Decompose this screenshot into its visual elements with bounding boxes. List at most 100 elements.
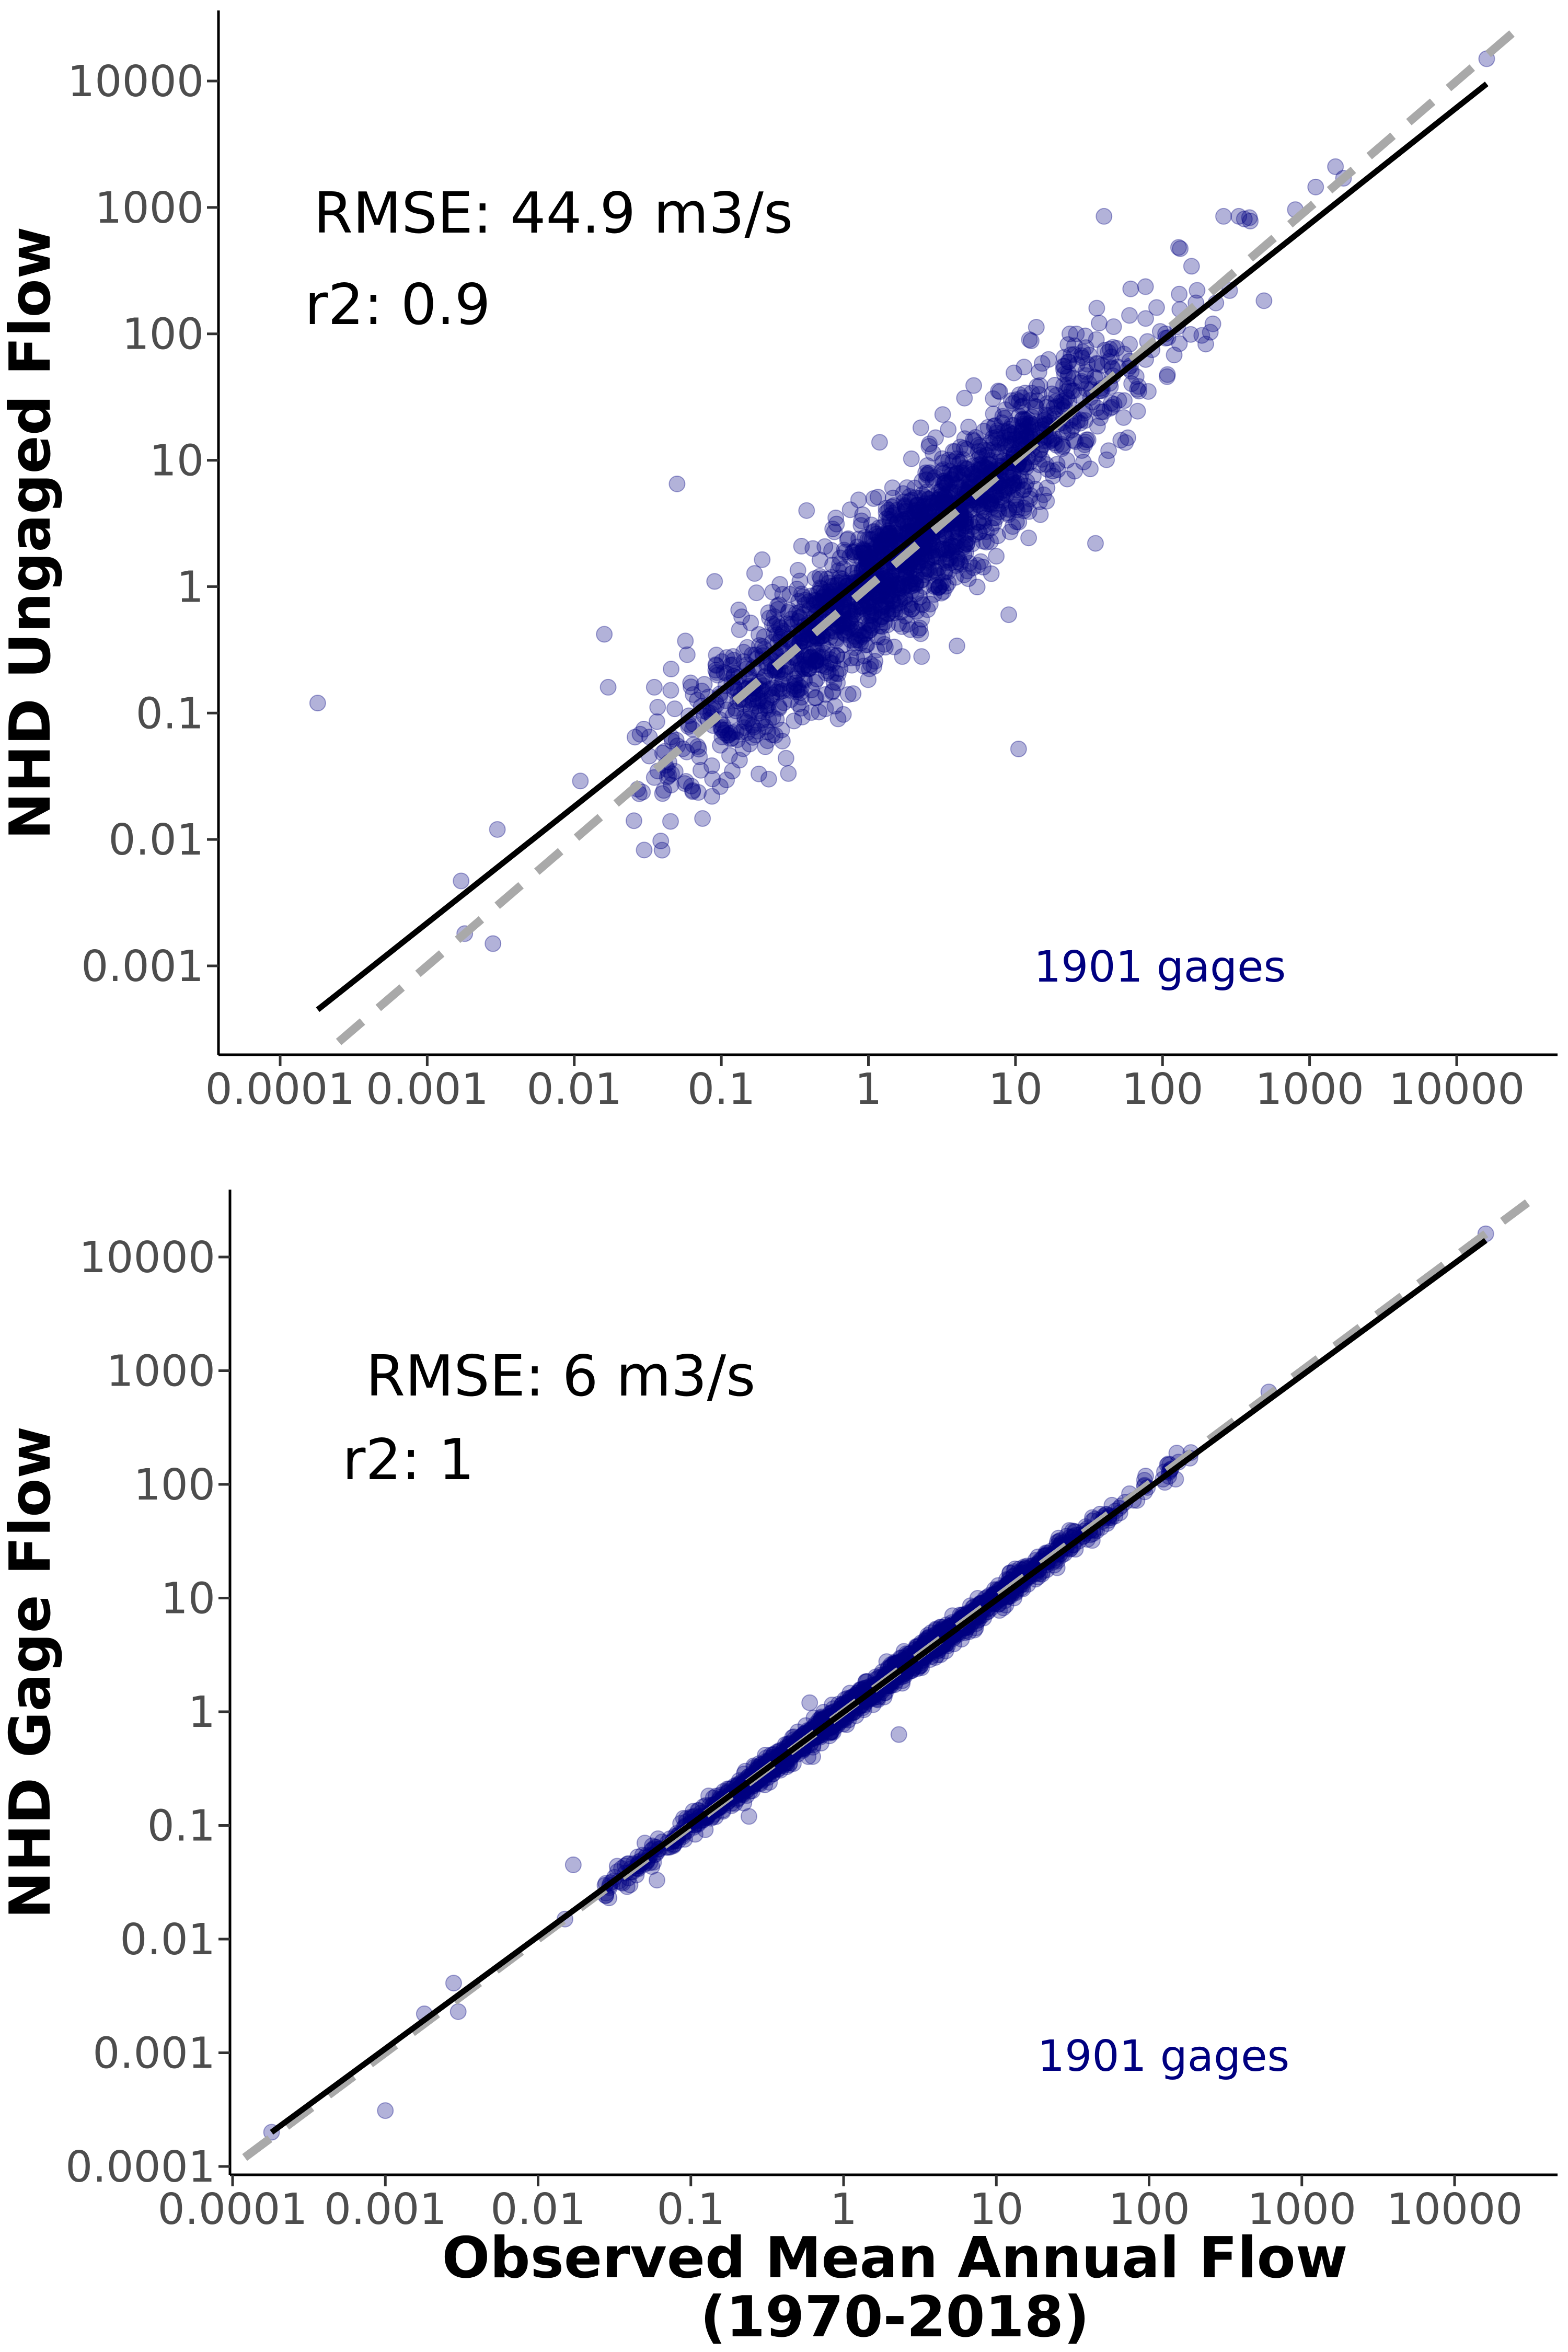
data-point (952, 511, 970, 528)
data-point (808, 652, 825, 669)
y-tick-label: 10 (161, 1574, 215, 1624)
data-point (950, 524, 967, 541)
data-point (649, 699, 666, 716)
data-point (919, 490, 937, 508)
data-point (982, 490, 999, 508)
data-point (810, 584, 827, 602)
x-axis-title-line-1: Observed Mean Annual Flow (442, 2226, 1347, 2291)
data-point (873, 602, 890, 619)
data-point (1011, 472, 1029, 489)
y-tick-label: 10000 (67, 57, 204, 107)
data-point (814, 589, 832, 606)
data-point (908, 552, 925, 570)
data-point (1039, 395, 1056, 412)
data-point (1056, 365, 1073, 383)
data-point (824, 684, 841, 701)
data-point (982, 494, 999, 511)
data-point (750, 692, 767, 709)
data-point (860, 543, 877, 560)
x-tick-label: 0.0001 (158, 2185, 308, 2234)
data-point (878, 594, 895, 612)
data-point (919, 467, 936, 484)
data-point (853, 598, 870, 616)
data-point (1020, 503, 1037, 520)
data-point (1031, 414, 1048, 431)
data-point (1054, 438, 1071, 455)
data-point (1059, 368, 1077, 386)
data-point (1075, 454, 1092, 471)
data-point (972, 438, 989, 455)
data-point (1004, 518, 1021, 535)
data-point (781, 602, 798, 619)
data-point (872, 535, 890, 552)
data-point (1102, 395, 1120, 412)
data-point (865, 545, 882, 562)
data-point (377, 2102, 394, 2119)
data-point (1010, 393, 1028, 410)
data-point (955, 440, 973, 457)
data-point (976, 510, 993, 527)
data-point (877, 593, 894, 610)
data-point (958, 461, 975, 478)
data-point (910, 508, 928, 525)
x-axis-title-line-2: (1970-2018) (700, 2285, 1090, 2350)
data-point (934, 454, 951, 471)
data-point (994, 414, 1011, 431)
data-point (950, 455, 967, 472)
data-point (985, 515, 1002, 532)
data-point (788, 605, 805, 622)
x-tick-label: 0.001 (366, 1065, 489, 1114)
data-point (874, 578, 892, 595)
data-point (625, 812, 642, 829)
data-point (1048, 456, 1066, 473)
x-tick-label: 0.001 (324, 2185, 447, 2234)
data-point (908, 496, 926, 513)
data-point (839, 531, 856, 548)
data-point (874, 584, 891, 601)
data-point (807, 642, 824, 659)
data-point (934, 472, 951, 490)
data-point (1100, 353, 1117, 370)
data-point (1089, 399, 1106, 417)
data-point (1105, 318, 1122, 336)
data-point (944, 443, 962, 460)
data-point (990, 503, 1008, 521)
data-point (866, 603, 883, 620)
data-point (1092, 409, 1109, 426)
data-point (884, 528, 901, 545)
data-point (794, 629, 812, 646)
data-point (915, 566, 932, 583)
data-point (940, 551, 957, 568)
data-point (1074, 349, 1091, 366)
data-point (970, 514, 987, 531)
data-point (952, 439, 969, 456)
data-point (970, 524, 987, 541)
data-point (1014, 418, 1032, 435)
data-point (985, 405, 1002, 422)
data-point (572, 773, 589, 790)
data-point (718, 649, 735, 666)
data-point (863, 531, 881, 548)
data-point (937, 526, 954, 544)
data-point (684, 782, 701, 799)
data-point (1065, 370, 1082, 387)
y-tick-label: 100 (133, 1460, 215, 1510)
data-point (981, 456, 998, 474)
data-point (932, 541, 950, 558)
data-point (1004, 395, 1021, 412)
data-point (1053, 440, 1070, 457)
data-point (895, 493, 913, 511)
data-point (804, 654, 822, 671)
data-point (832, 549, 849, 567)
data-point (1073, 442, 1090, 459)
data-point (896, 499, 914, 516)
data-point (752, 715, 769, 732)
data-point (1028, 319, 1045, 336)
data-point (754, 693, 771, 710)
data-point (852, 517, 870, 534)
data-point (918, 552, 936, 569)
data-point (796, 660, 813, 677)
data-point (935, 583, 952, 600)
data-point (953, 520, 971, 537)
